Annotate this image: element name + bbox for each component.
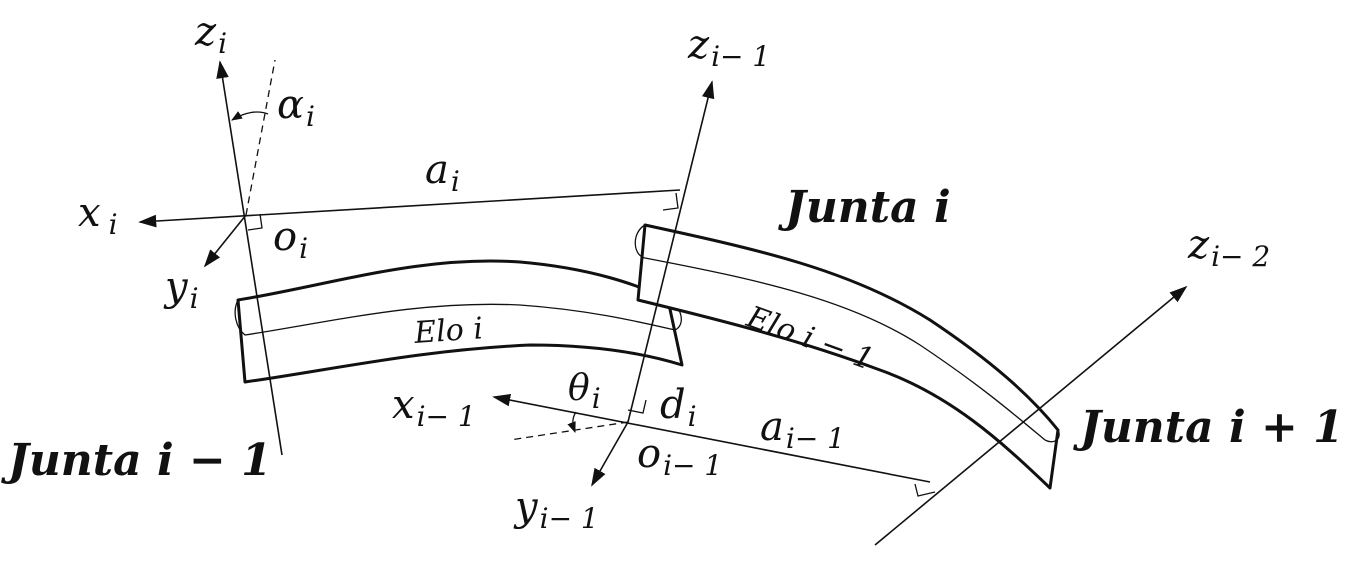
z-i-minus-1-projection — [245, 59, 276, 216]
z-i-label: zi — [194, 9, 227, 60]
y-i-minus-1-label: yi− 1 — [513, 484, 599, 535]
z-i-minus-2-label: zi− 2 — [1187, 222, 1270, 273]
right-angle-o-i-minus-1 — [627, 399, 647, 414]
z-i-minus-1-axis — [627, 80, 715, 423]
z-i-axis — [216, 60, 283, 456]
link-i-minus-1-body — [634, 223, 1060, 490]
alpha-i-label: αi — [277, 82, 315, 133]
junta-i-label: Junta i — [778, 182, 951, 233]
x-i-axis — [138, 189, 681, 228]
junta-i-plus-1-label: Junta i + 1 — [1073, 402, 1344, 453]
z-i-minus-2-axis — [874, 285, 1188, 546]
theta-i-arc — [567, 411, 577, 434]
theta-i-label: θi — [568, 368, 601, 415]
d-i-label: di — [660, 382, 697, 433]
y-i-label: yi — [163, 264, 199, 315]
y-i-axis — [203, 214, 247, 268]
elo-i-label: Elo i — [412, 311, 484, 351]
alpha-i-arc — [231, 111, 269, 121]
right-angle-bottom — [914, 483, 936, 497]
y-i-minus-1-axis — [591, 421, 629, 487]
z-i-minus-1-label: zi− 1 — [687, 22, 770, 73]
o-i-label: oi — [273, 214, 308, 265]
junta-i-minus-1-label: Junta i − 1 — [1, 435, 272, 486]
right-angle-top — [662, 192, 679, 211]
x-i-minus-1-axis — [492, 393, 931, 483]
a-i-label: ai — [425, 147, 460, 198]
x-i-projection — [509, 421, 629, 441]
right-angle-o-i — [247, 213, 263, 231]
link-i-body — [234, 259, 684, 384]
x-i-minus-1-label: xi− 1 — [392, 382, 476, 433]
a-i-minus-1-label: ai− 1 — [760, 404, 845, 455]
o-i-minus-1-label: oi− 1 — [637, 431, 722, 482]
